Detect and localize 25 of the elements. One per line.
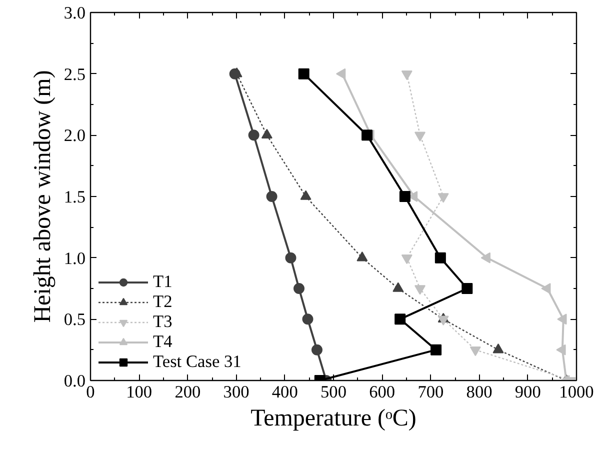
legend-label: T2 (153, 292, 173, 312)
x-axis-title: Temperature (ᵒC) (250, 406, 416, 432)
x-tick-label: 0 (86, 382, 95, 402)
legend-label: T4 (153, 332, 173, 352)
x-tick-label: 1000 (559, 382, 594, 402)
y-tick-label: 3.0 (64, 4, 86, 22)
y-tick-label: 1.0 (64, 248, 86, 268)
x-tick-label: 600 (369, 382, 396, 402)
x-tick-label: 900 (514, 382, 541, 402)
legend-label: T3 (153, 312, 173, 332)
y-tick-label: 0.5 (64, 310, 86, 330)
x-tick-label: 400 (272, 382, 298, 402)
y-tick-label: 0.0 (64, 372, 86, 390)
x-tick-label: 300 (223, 382, 250, 402)
x-tick-label: 100 (126, 382, 152, 402)
x-tick-label: 500 (320, 382, 347, 402)
y-axis-title: Height above window (m) (30, 70, 56, 323)
x-tick-label: 800 (466, 382, 492, 402)
legend-label: Test Case 31 (153, 352, 242, 372)
y-tick-label: 1.5 (64, 188, 86, 206)
legend-label: T1 (153, 272, 173, 292)
x-tick-label: 700 (418, 382, 444, 402)
y-tick-label: 2.0 (64, 126, 86, 146)
y-tick-label: 2.5 (64, 64, 86, 84)
x-tick-label: 200 (174, 382, 201, 402)
